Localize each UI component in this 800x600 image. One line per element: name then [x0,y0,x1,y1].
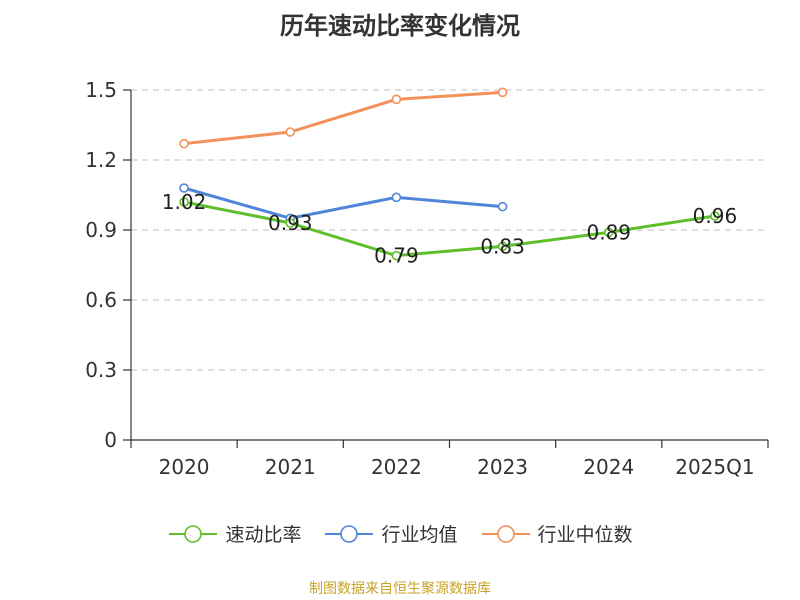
legend-item[interactable]: 行业中位数 [480,520,633,547]
data-point [179,183,189,193]
series-line-1 [183,186,503,220]
data-point [391,94,402,105]
x-tick-label: 2020 [159,455,210,479]
y-tick-label: 0.3 [85,358,117,382]
data-point [391,192,402,203]
legend-item[interactable]: 速动比率 [167,520,301,547]
data-point [391,250,402,261]
y-tick-label: 0 [104,428,117,452]
x-tick-label: 2023 [477,455,528,479]
data-point [497,201,508,212]
series-line-0 [183,200,716,258]
data-point [179,138,189,149]
y-tick-label: 1.5 [85,78,117,102]
data-label: 0.96 [693,204,738,228]
chart-title: 历年速动比率变化情况 [280,12,520,40]
data-point [285,218,296,228]
legend: 速动比率 行业均值 行业中位数 [0,520,800,547]
data-label: 1.02 [162,190,207,214]
data-point [285,127,296,137]
y-tick-label: 0.6 [85,288,117,312]
legend-item[interactable]: 行业均值 [323,520,458,547]
data-point [179,197,189,207]
data-label: 0.83 [480,234,525,258]
y-tick-label: 0.9 [85,218,117,242]
data-label: 0.89 [586,220,631,244]
x-tick-label: 2025Q1 [675,455,754,479]
source-note: 制图数据来自恒生聚源数据库 [309,581,491,597]
data-label: 0.93 [268,211,313,235]
gridlines [131,89,768,371]
data-labels: 1.02 0.93 0.79 0.83 0.89 0.96 [162,190,737,268]
axes: 0 0.3 0.6 0.9 1.2 1.5 2020 2021 2022 2023 2024 2025… [85,78,769,479]
series-line-2 [183,90,503,146]
data-label: 0.79 [374,244,419,268]
x-tick-label: 2021 [265,455,316,479]
legend-label: 行业均值 [381,524,458,546]
data-point [497,241,508,252]
data-point [710,211,720,221]
legend-line-marker-icon [169,524,218,543]
legend-line-marker-icon [325,524,374,543]
data-point [497,87,508,98]
x-tick-label: 2022 [371,455,422,479]
legend-label: 行业中位数 [537,524,633,546]
legend-label: 速动比率 [225,524,302,546]
y-tick-label: 1.2 [85,148,117,172]
series-lines [179,87,720,261]
data-point [603,227,614,238]
x-tick-label: 2024 [583,455,634,479]
legend-line-marker-icon [481,524,530,543]
